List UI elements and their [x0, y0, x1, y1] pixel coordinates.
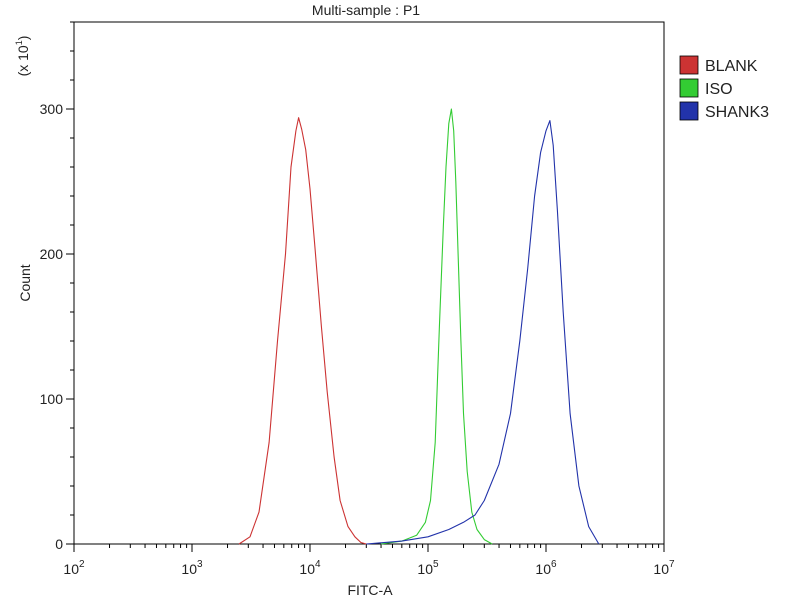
legend: BLANK ISO SHANK3	[679, 55, 769, 121]
y-tick-label: 100	[40, 391, 64, 407]
x-axis: 102 103 104 105 106 107	[63, 544, 675, 577]
y-tick-label: 200	[40, 246, 64, 262]
legend-label-iso: ISO	[705, 81, 733, 98]
x-tick-label: 102	[63, 559, 85, 577]
chart-title: Multi-sample : P1	[312, 2, 420, 18]
x-tick-label: 106	[535, 559, 557, 577]
y-axis-label: Count	[17, 264, 33, 301]
legend-label-blank: BLANK	[705, 58, 758, 75]
series-line-blank	[238, 117, 367, 545]
x-tick-label: 105	[417, 559, 439, 577]
series-line-iso	[380, 108, 493, 545]
y-axis: 0 100 200 300	[40, 21, 74, 552]
legend-label-shank3: SHANK3	[705, 104, 769, 121]
y-tick-label: 300	[40, 101, 64, 117]
plot-area	[73, 21, 665, 545]
series-line-shank3	[366, 120, 600, 545]
legend-swatch-iso	[679, 78, 699, 98]
x-tick-label: 107	[653, 559, 675, 577]
y-multiplier-label: (x 101)	[14, 36, 31, 77]
x-tick-label: 103	[181, 559, 203, 577]
series-lines	[238, 108, 600, 545]
legend-swatch-shank3	[679, 101, 699, 121]
plot-border	[73, 21, 665, 545]
x-axis-label: FITC-A	[347, 582, 393, 598]
legend-swatch-blank	[679, 55, 699, 75]
y-tick-label: 0	[55, 536, 63, 552]
x-tick-label: 104	[299, 559, 321, 577]
